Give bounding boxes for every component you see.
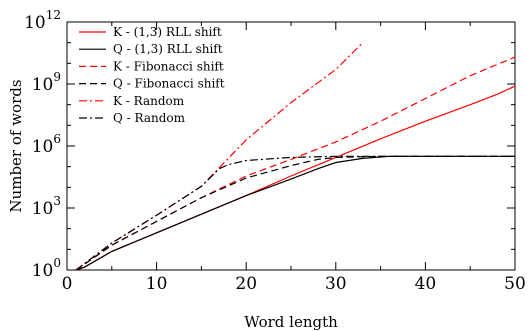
x-tick-label: 40 [415, 274, 437, 294]
axis-ticks: 0 10 20 30 40 50 100 103 106 109 1012 [24, 8, 526, 294]
legend-label: Q - Random [113, 111, 186, 125]
x-tick-label: 10 [146, 274, 168, 294]
x-axis-title: Word length [244, 313, 338, 331]
series-layer [75, 42, 516, 271]
series-line [75, 155, 515, 271]
legend-label: Q - (1,3) RLL shift [113, 42, 223, 56]
x-tick-label: 0 [62, 274, 73, 294]
y-axis-title: Number of words [7, 79, 25, 212]
x-tick-label: 20 [235, 274, 257, 294]
legend-label: K - Random [113, 94, 185, 108]
x-tick-label: 30 [325, 274, 347, 294]
legend-label: K - Fibonacci shift [113, 59, 224, 73]
legend: K - (1,3) RLL shift Q - (1,3) RLL shift K … [79, 25, 225, 125]
series-line [75, 155, 515, 271]
y-tick-label: 109 [32, 70, 61, 95]
legend-label: Q - Fibonacci shift [113, 77, 225, 91]
y-tick-label: 103 [32, 194, 61, 219]
x-tick-label: 50 [504, 274, 526, 294]
legend-label: K - (1,3) RLL shift [113, 25, 222, 39]
y-tick-label: 100 [32, 256, 61, 281]
y-tick-label: 106 [32, 132, 61, 157]
y-tick-label: 1012 [24, 8, 61, 33]
series-line [75, 155, 515, 271]
